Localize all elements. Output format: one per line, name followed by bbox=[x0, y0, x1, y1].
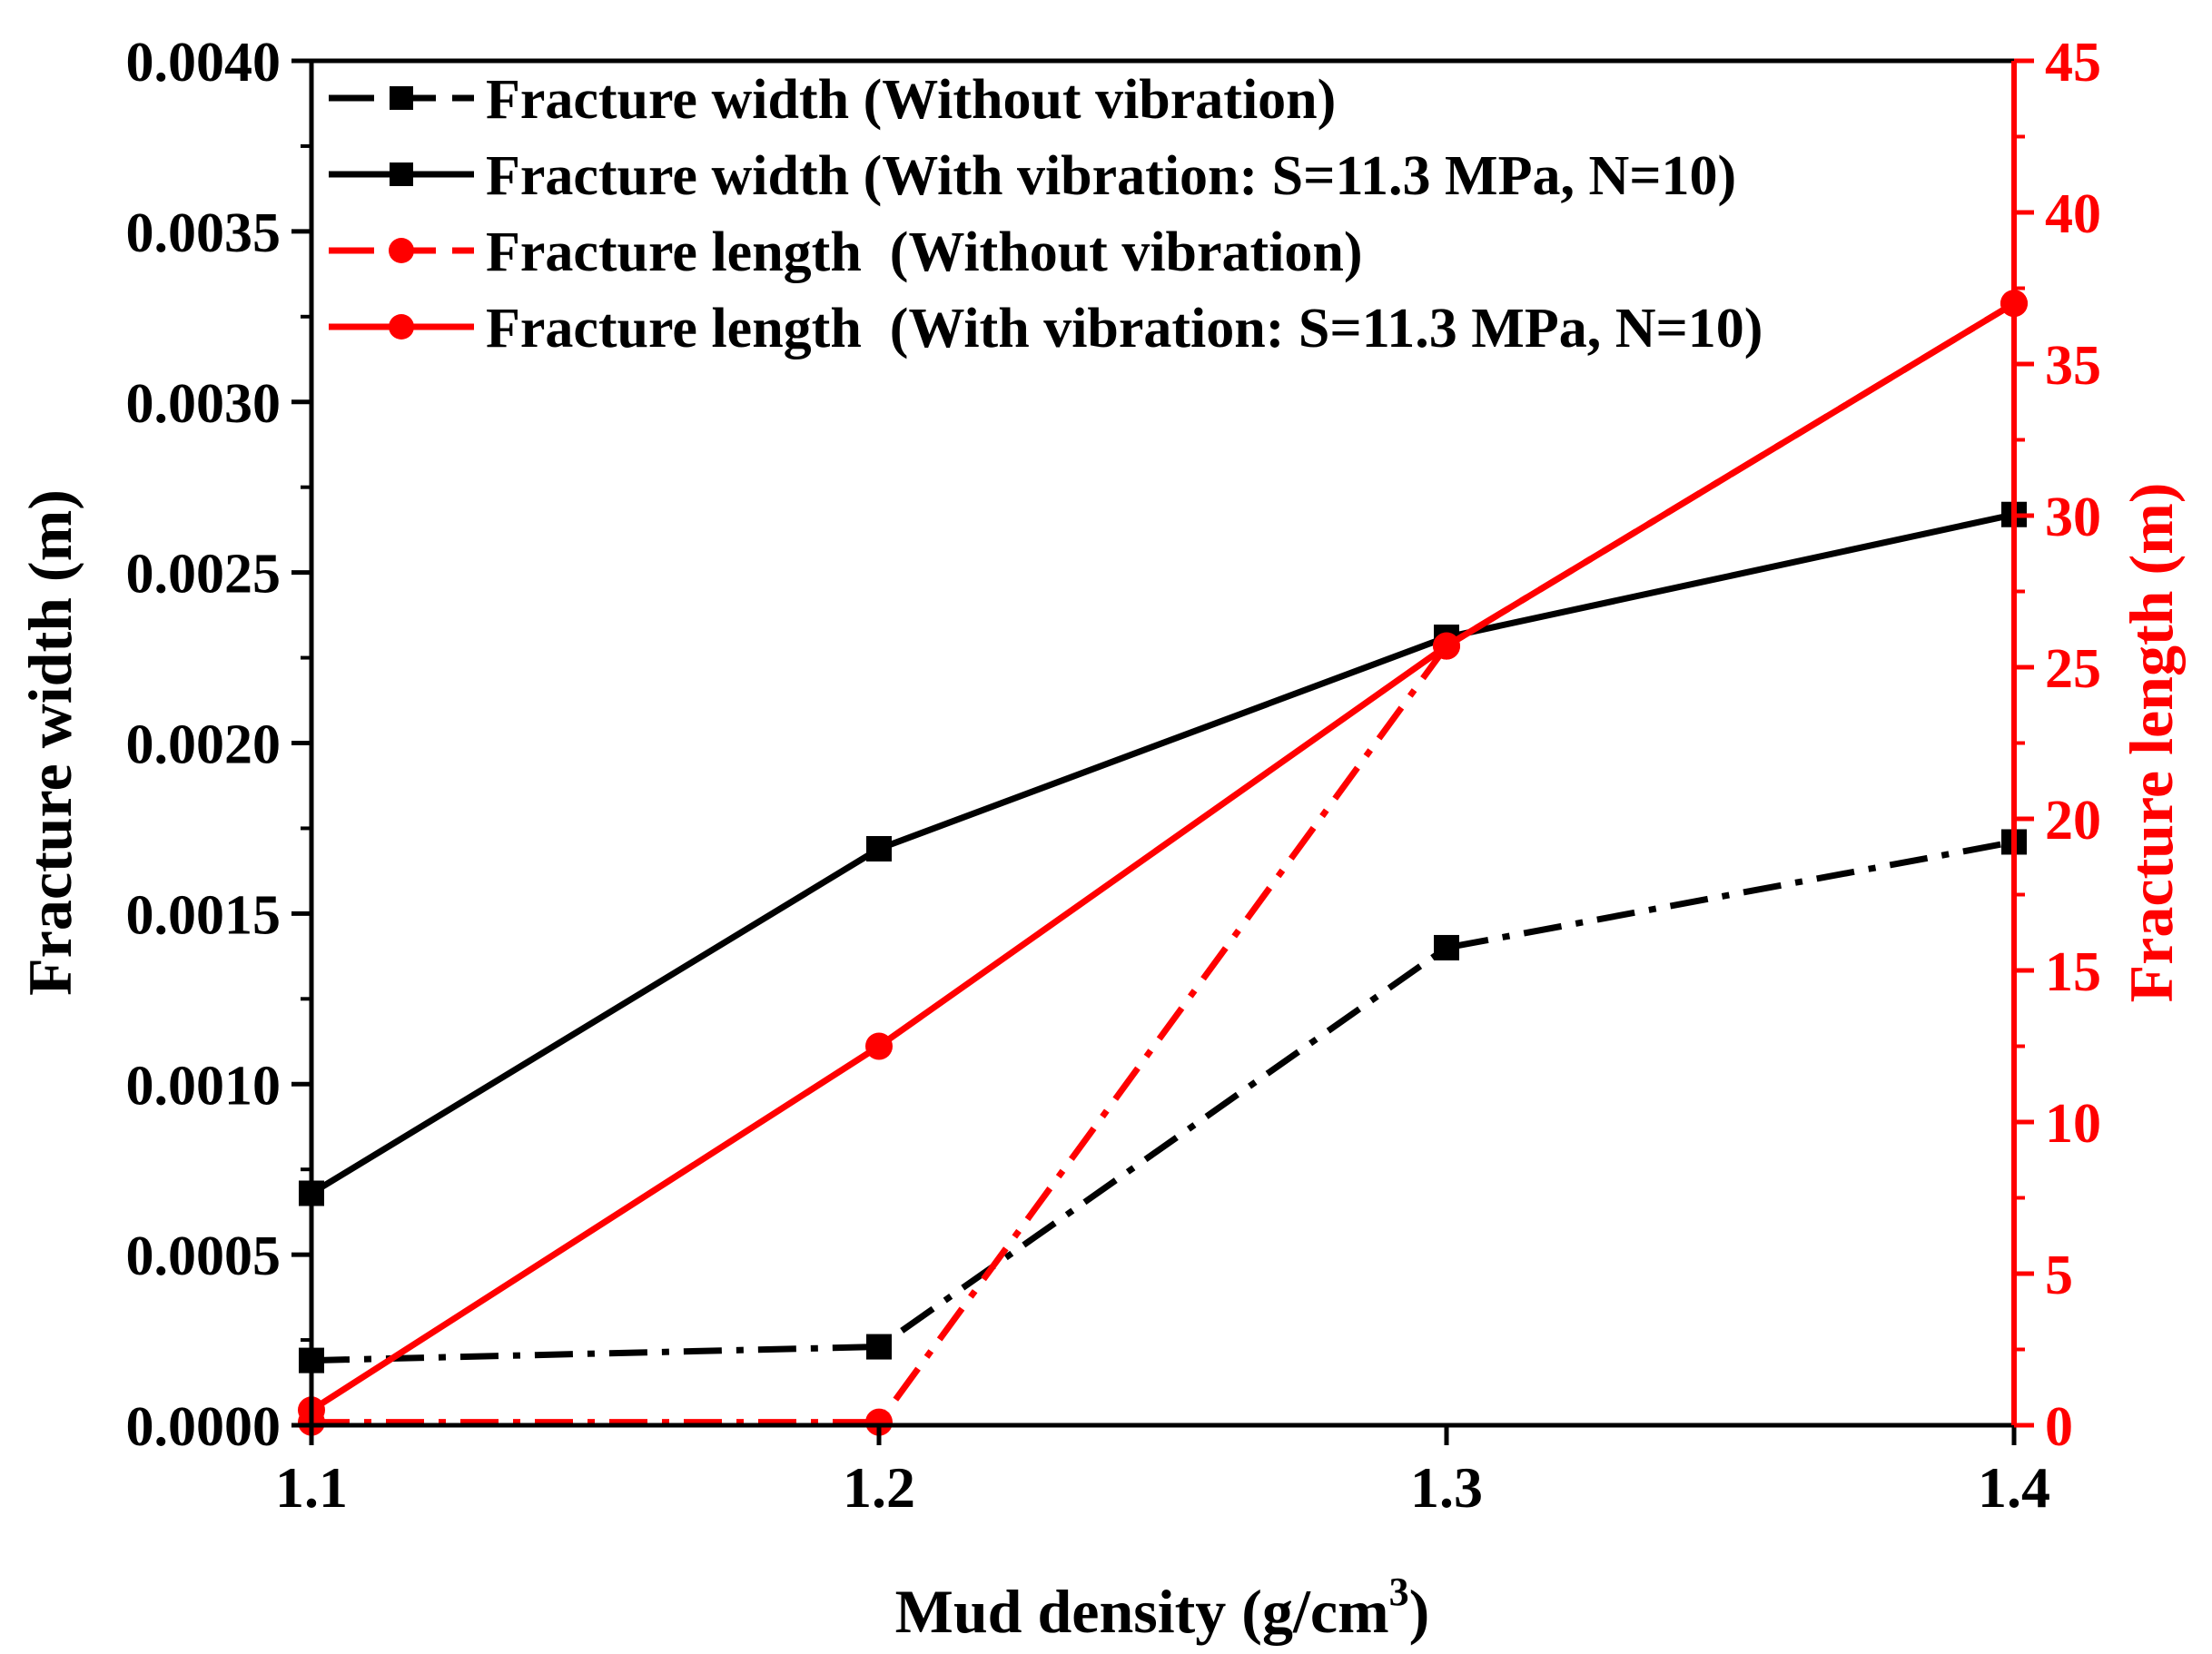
series-3 bbox=[298, 290, 2028, 1436]
series-1 bbox=[299, 829, 2027, 1373]
series-line bbox=[310, 300, 2016, 1413]
ticks: 1.1 1.2 1.3 1.4 0.0000 0.0005 0.0010 0.0015 0.00… bbox=[126, 32, 2102, 1520]
legend-marker-square bbox=[390, 162, 413, 186]
y-right-tick-label: 5 bbox=[2045, 1245, 2073, 1306]
x-tick-label: 1.4 bbox=[1978, 1455, 2050, 1520]
y-right-axis-title: Fracture length (m) bbox=[2117, 483, 2186, 1003]
series-layer bbox=[298, 290, 2028, 1436]
y-left-tick-label: 0.0005 bbox=[126, 1226, 281, 1287]
y-left-axis-title: Fracture width (m) bbox=[15, 489, 84, 996]
series-2 bbox=[299, 501, 2027, 1206]
x-axis-title: Mud density (g/cm3) bbox=[895, 1570, 1430, 1646]
y-right-tick-label: 35 bbox=[2045, 335, 2101, 397]
legend: Fracture width (Without vibration) Fractu… bbox=[329, 69, 1763, 359]
y-left-tick-label: 0.0025 bbox=[126, 544, 281, 605]
legend-label: Fracture width (Without vibration) bbox=[486, 69, 1336, 131]
data-point-circle bbox=[1433, 632, 1460, 660]
y-right-tick-label: 10 bbox=[2045, 1093, 2101, 1155]
x-axis-title-close: ) bbox=[1409, 1577, 1430, 1646]
legend-label: Fracture length (With vibration: S=11.3 … bbox=[486, 298, 1763, 359]
legend-marker-circle bbox=[389, 314, 414, 340]
legend-item: Fracture width (With vibration: S=11.3 M… bbox=[329, 145, 1736, 207]
y-right-tick-label: 20 bbox=[2045, 790, 2101, 852]
legend-item: Fracture width (Without vibration) bbox=[329, 69, 1336, 131]
y-right-tick-label: 0 bbox=[2045, 1396, 2073, 1458]
y-right-tick-label: 45 bbox=[2045, 32, 2101, 94]
data-point-square bbox=[866, 835, 892, 861]
x-axis-title-sup: 3 bbox=[1389, 1570, 1409, 1614]
y-left-tick-label: 0.0020 bbox=[126, 714, 281, 776]
data-point-circle bbox=[865, 1032, 893, 1060]
y-left-tick-label: 0.0035 bbox=[126, 202, 281, 264]
x-axis-title-main: Mud density (g/cm bbox=[895, 1577, 1389, 1646]
legend-item: Fracture length (With vibration: S=11.3 … bbox=[329, 298, 1763, 359]
y-right-tick-label: 25 bbox=[2045, 638, 2101, 700]
series-line bbox=[311, 839, 2015, 1364]
y-right-tick-label: 15 bbox=[2045, 941, 2101, 1003]
series-4 bbox=[298, 290, 2028, 1424]
legend-label: Fracture width (With vibration: S=11.3 M… bbox=[486, 145, 1736, 207]
legend-marker-circle bbox=[389, 238, 414, 263]
y-left-tick-label: 0.0010 bbox=[126, 1055, 281, 1117]
y-right-tick-label: 30 bbox=[2045, 487, 2101, 548]
legend-marker-square bbox=[390, 86, 413, 110]
data-point-square bbox=[1434, 934, 1459, 960]
y-right-tick-label: 40 bbox=[2045, 183, 2101, 245]
legend-label: Fracture length (Without vibration) bbox=[486, 222, 1363, 283]
legend-item: Fracture length (Without vibration) bbox=[329, 222, 1363, 283]
series-line bbox=[310, 511, 2015, 1196]
x-tick-label: 1.2 bbox=[843, 1455, 915, 1520]
y-left-tick-label: 0.0040 bbox=[126, 32, 281, 94]
y-left-tick-label: 0.0030 bbox=[126, 373, 281, 435]
data-point-square bbox=[866, 1334, 892, 1360]
x-tick-label: 1.1 bbox=[275, 1455, 348, 1520]
x-tick-label: 1.3 bbox=[1410, 1455, 1483, 1520]
y-left-tick-label: 0.0015 bbox=[126, 884, 281, 946]
y-left-tick-label: 0.0000 bbox=[126, 1396, 281, 1458]
data-point-circle bbox=[865, 1408, 893, 1436]
series-line bbox=[311, 300, 2016, 1426]
